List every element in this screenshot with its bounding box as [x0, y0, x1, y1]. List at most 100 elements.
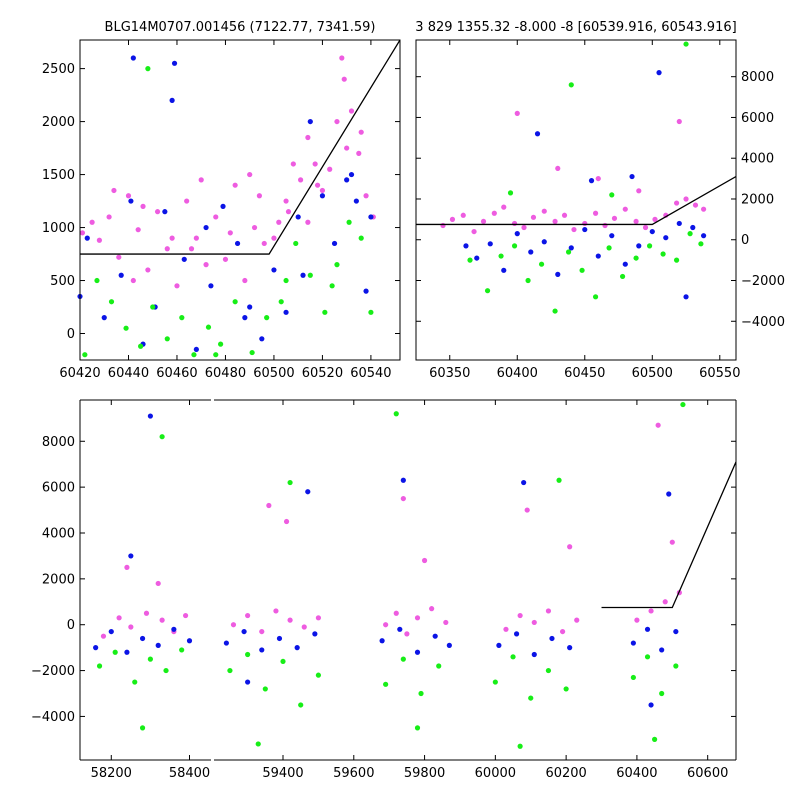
bottom-left-point-pink	[116, 615, 122, 621]
bottom-right-point-green	[255, 741, 261, 747]
bottom-right-point-pink	[669, 539, 675, 545]
top-left-point-green	[346, 219, 352, 225]
top-right-point-pink	[440, 222, 446, 229]
bottom-right-point-pink	[648, 608, 654, 614]
top-left-point-pink	[188, 246, 195, 252]
top-right-point-green	[552, 308, 558, 314]
top-left-point-green	[307, 272, 313, 278]
top-left-point-blue	[344, 177, 350, 183]
top-right-point-blue	[609, 233, 615, 239]
bottom-right-point-blue	[414, 649, 421, 655]
top-left-frame	[79, 39, 401, 361]
top-left-point-green	[179, 315, 185, 321]
top-left-point-pink	[222, 256, 229, 262]
top-left-point-green	[150, 304, 156, 310]
top-right-point-pink	[460, 212, 466, 218]
top-right-point-green	[633, 255, 639, 261]
top-right-ytick-label: 6000	[741, 111, 774, 126]
bottom-right-point-pink	[393, 610, 399, 616]
bottom-ytick-label: 8000	[42, 435, 75, 450]
bottom-left-point-blue	[171, 626, 177, 632]
top-right-point-blue	[501, 267, 507, 273]
top-right-point-pink	[491, 210, 497, 216]
bottom-right-point-green	[298, 702, 304, 708]
top-left-point-blue	[363, 288, 369, 294]
bottom-right-point-blue	[276, 635, 283, 642]
top-left-point-green	[249, 349, 255, 356]
top-right-point-pink	[676, 118, 682, 125]
top-left-point-pink	[261, 240, 267, 247]
top-left-point-pink	[341, 76, 347, 82]
top-left-point-pink	[106, 214, 112, 220]
bottom-left-point-pink	[128, 624, 134, 630]
bottom-right-point-blue	[312, 631, 318, 637]
top-left-point-pink	[312, 161, 318, 167]
bottom-right-point-blue	[294, 645, 300, 651]
top-right-point-green	[683, 41, 689, 47]
top-left-xtick-label: 60540	[350, 366, 391, 381]
bottom-right-point-pink	[524, 507, 530, 513]
bottom-right-point-blue	[644, 626, 651, 632]
top-right-point-blue	[487, 241, 493, 247]
top-right-point-pink	[571, 226, 577, 233]
bottom-left-point-blue	[108, 628, 114, 635]
top-right-point-green	[565, 249, 572, 255]
bottom-model-line	[601, 461, 736, 609]
top-left-xtick-label: 60440	[108, 366, 149, 381]
top-left-point-pink	[96, 237, 102, 243]
bottom-right-point-blue	[496, 642, 502, 648]
top-left-point-pink	[358, 129, 364, 135]
bottom-right-point-pink	[421, 557, 428, 564]
top-left-point-pink	[256, 193, 262, 199]
top-right-point-pink	[511, 220, 518, 227]
top-right-point-blue	[588, 178, 595, 184]
bottom-right-point-blue	[241, 628, 247, 635]
bottom-right-point-pink	[266, 502, 272, 509]
bottom-right-point-green	[563, 686, 569, 692]
bottom-right-point-pink	[283, 518, 290, 525]
top-left-point-pink	[140, 203, 146, 209]
panel-bottom: 58200 58400 59400 59600 59800 60000 60200 60400…	[31, 399, 737, 781]
top-left-point-pink	[125, 193, 132, 199]
top-right-point-blue	[636, 243, 642, 249]
top-left-point-green	[368, 309, 374, 315]
top-left-point-green	[164, 336, 170, 342]
bottom-right-point-pink	[517, 612, 523, 619]
top-right-point-pink	[642, 224, 649, 231]
top-left-point-blue	[259, 336, 265, 342]
top-left-point-pink	[290, 161, 296, 167]
top-left-point-green	[329, 283, 335, 289]
top-right-point-blue	[514, 231, 520, 237]
top-left-point-pink	[145, 267, 151, 273]
bottom-left-point-pink	[159, 617, 165, 623]
bottom-right-point-green	[659, 690, 665, 697]
top-right-point-green	[660, 251, 666, 257]
top-left-point-pink	[305, 134, 311, 141]
top-left-point-pink	[251, 224, 258, 231]
bottom-ytick-label: 4000	[42, 526, 75, 541]
top-left-xtick-label: 60500	[253, 366, 294, 381]
bottom-right-point-green	[245, 651, 251, 658]
bottom-right-point-blue	[630, 640, 636, 646]
top-right-point-blue	[622, 261, 628, 267]
bottom-right-point-pink	[429, 606, 435, 612]
top-left-point-pink	[130, 277, 136, 284]
top-left-ytick-label: 1000	[42, 221, 75, 236]
bottom-right-point-blue	[567, 645, 573, 651]
top-left-point-pink	[169, 235, 175, 241]
top-left-point-blue	[353, 198, 359, 204]
top-left-point-blue	[295, 214, 301, 220]
bottom-left-point-pink	[100, 633, 107, 639]
top-left-point-pink	[298, 177, 304, 183]
top-left-point-pink	[184, 198, 190, 204]
top-left-model-line	[80, 40, 400, 255]
top-left-point-blue	[171, 60, 178, 66]
bottom-right-point-pink	[301, 624, 307, 630]
bottom-right-point-pink	[443, 619, 449, 626]
bottom-right-point-green	[383, 681, 389, 687]
top-left-point-pink	[203, 262, 209, 268]
top-left-point-green	[322, 309, 328, 315]
top-right-point-blue	[541, 239, 547, 245]
bottom-right-point-blue	[400, 477, 406, 483]
top-right-point-pink	[514, 110, 520, 116]
